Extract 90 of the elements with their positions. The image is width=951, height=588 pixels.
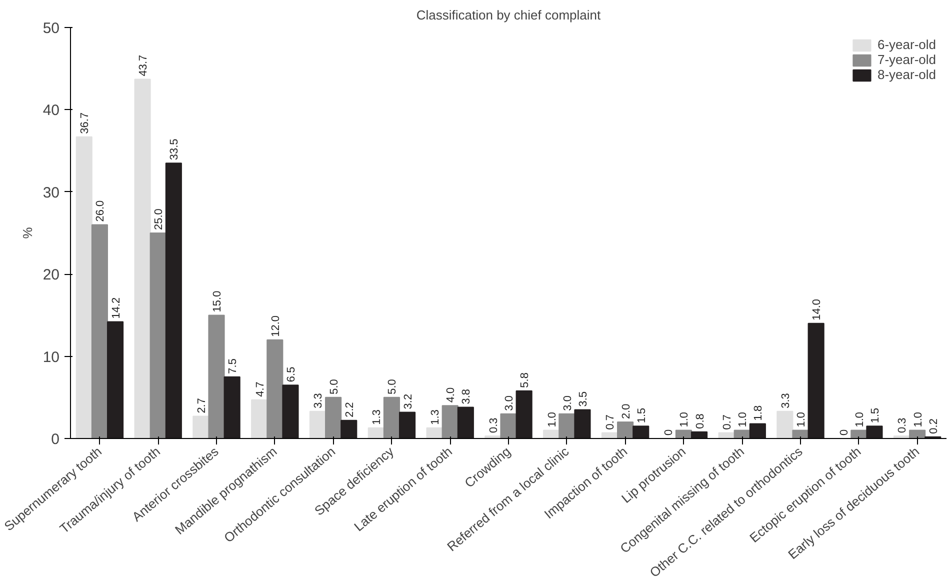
data-label: 1.5 <box>636 408 648 424</box>
bar <box>866 426 883 438</box>
bar <box>76 136 92 438</box>
data-label: 5.0 <box>328 379 340 394</box>
data-label: 4.0 <box>445 387 458 403</box>
bar <box>134 78 151 438</box>
data-label: 2.7 <box>196 398 208 414</box>
data-label: 36.7 <box>79 112 92 134</box>
data-label: 5.0 <box>386 379 399 394</box>
bar <box>442 405 458 438</box>
y-tick-label: 20 <box>42 266 60 284</box>
y-tick-label: 10 <box>42 348 60 366</box>
bar <box>150 232 166 438</box>
data-label: 26.0 <box>94 200 107 222</box>
bar <box>224 376 240 438</box>
data-label: 0.3 <box>896 418 909 434</box>
data-label: 7.5 <box>227 358 240 374</box>
data-label: 4.7 <box>254 382 266 397</box>
data-label: 3.8 <box>460 388 473 404</box>
bar <box>165 162 182 438</box>
bar <box>325 396 342 438</box>
data-label: 1.0 <box>546 412 558 428</box>
bar <box>574 409 591 438</box>
data-label: 1.5 <box>869 408 882 424</box>
data-label: 1.3 <box>430 410 442 425</box>
y-axis-title: % <box>20 226 35 239</box>
data-label: 1.0 <box>678 412 691 428</box>
data-label: 1.0 <box>854 412 866 428</box>
bar <box>91 224 108 438</box>
data-label: 2.0 <box>620 404 632 420</box>
y-tick-label: 0 <box>51 431 60 448</box>
y-tick-label: 50 <box>42 20 60 37</box>
data-label: 6.5 <box>285 366 298 382</box>
data-label: 25.0 <box>153 208 166 230</box>
bar <box>266 339 284 438</box>
bar <box>398 412 416 438</box>
data-label: 33.5 <box>168 138 181 160</box>
data-label: 0.7 <box>722 414 734 430</box>
data-label: 5.8 <box>519 372 532 388</box>
data-label: 2.2 <box>344 402 356 418</box>
bar <box>383 396 400 438</box>
data-label: 43.7 <box>138 54 150 76</box>
data-label: 14.2 <box>110 297 122 319</box>
chart-title: Classification by chief complaint <box>416 8 602 22</box>
bar <box>749 423 766 438</box>
bar <box>251 399 268 438</box>
data-label: 1.8 <box>752 405 765 421</box>
data-label: 0.2 <box>928 418 940 434</box>
legend-label: 6-year-old <box>877 37 936 52</box>
data-label: 0.7 <box>604 414 617 430</box>
legend-label: 8-year-old <box>877 67 936 82</box>
bar <box>718 432 735 438</box>
data-label: 3.3 <box>312 393 325 408</box>
bar <box>340 420 358 438</box>
bar <box>808 322 824 438</box>
bar <box>617 422 634 438</box>
legend-label: 7-year-old <box>877 52 936 67</box>
data-label: 1.0 <box>737 412 750 428</box>
data-label: 3.3 <box>780 393 792 408</box>
data-label: 0.3 <box>488 418 500 434</box>
bar <box>282 384 299 438</box>
bar <box>208 314 225 438</box>
data-label: 3.5 <box>577 391 590 407</box>
bar <box>690 431 708 438</box>
bar <box>909 430 926 438</box>
data-label: 3.2 <box>402 394 414 410</box>
bar <box>106 321 124 438</box>
data-label: 14.0 <box>811 299 824 320</box>
data-label: 0.8 <box>694 414 706 429</box>
data-label: 0 <box>838 429 850 436</box>
data-label: 1.0 <box>796 412 808 428</box>
bar <box>192 416 210 438</box>
data-label: 1.0 <box>912 412 924 428</box>
data-label: 15.0 <box>212 290 224 312</box>
data-label: 3.0 <box>504 396 516 411</box>
bar <box>500 413 517 438</box>
data-label: 0 <box>663 429 676 436</box>
bar <box>776 410 794 438</box>
y-tick-label: 30 <box>42 184 60 202</box>
data-label: 12.0 <box>270 315 282 337</box>
bar <box>426 427 443 438</box>
bar <box>457 406 474 438</box>
bar <box>601 432 618 438</box>
data-label: 3.0 <box>562 396 574 411</box>
bar <box>309 410 326 438</box>
bar <box>516 390 532 438</box>
bar <box>558 413 576 438</box>
y-tick-label: 40 <box>42 102 60 120</box>
bar <box>632 426 650 438</box>
data-label: 1.3 <box>371 410 384 425</box>
